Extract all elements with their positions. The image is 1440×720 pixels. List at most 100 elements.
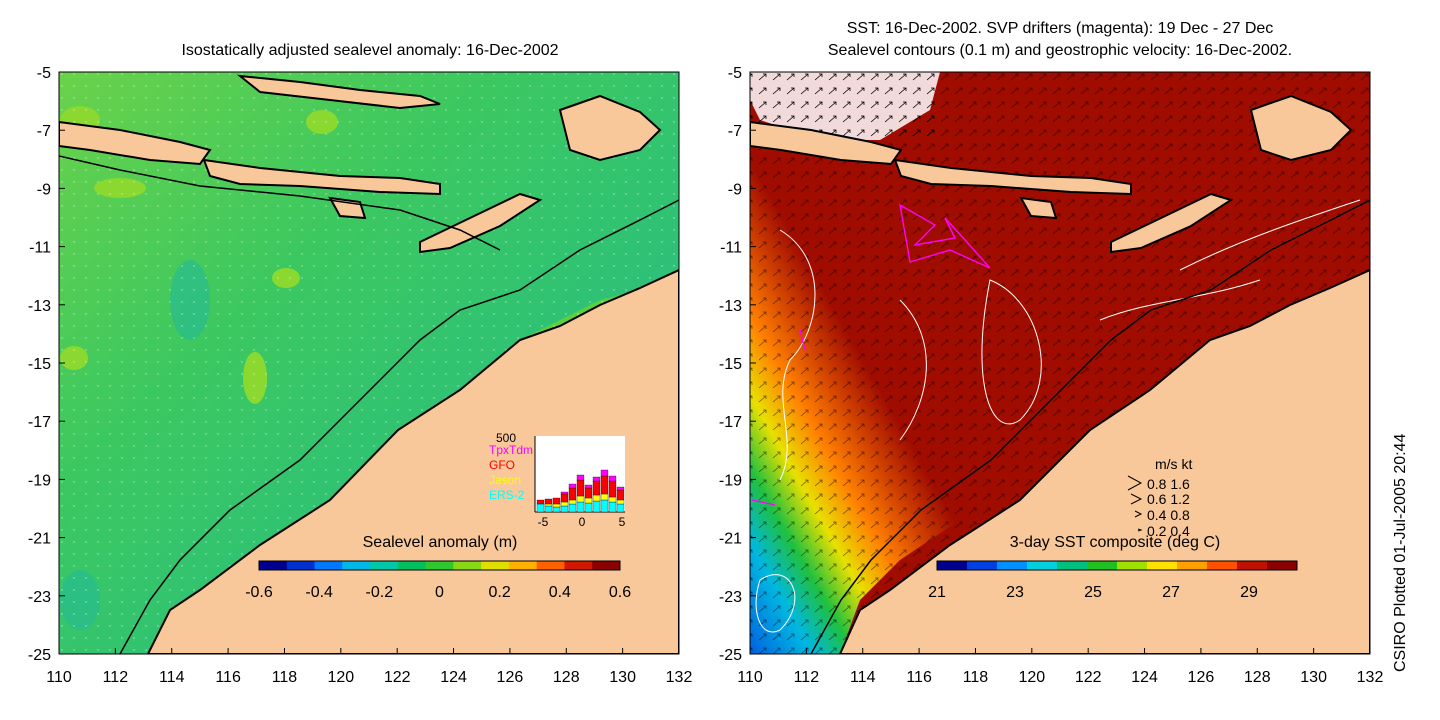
- inset-bar-segment: [584, 484, 593, 489]
- right-colorbar-swatch: [997, 561, 1028, 570]
- right-ytick-label: -23: [719, 589, 742, 606]
- inset-bar-segment: [592, 476, 601, 482]
- inset-bar-segment: [584, 487, 593, 499]
- inset-bar-segment: [568, 487, 577, 501]
- right-xtick-label: 120: [1018, 669, 1045, 686]
- left-ytick-label: -5: [37, 65, 51, 82]
- left-xtick-label: 130: [609, 669, 636, 686]
- right-colorbar-swatch: [1087, 561, 1118, 570]
- left-ytick-label: -21: [28, 531, 51, 548]
- legend-ers2: ERS-2: [489, 488, 525, 502]
- java-island: [59, 120, 212, 166]
- svp-drifter-track: [751, 499, 776, 506]
- sealevel-contour: [899, 299, 927, 441]
- legend-gfo: GFO: [489, 458, 515, 472]
- right-xtick-label: 128: [1244, 669, 1271, 686]
- right-axes: -5 -7 -9 -11 -13 -15 -17 -19 -21 -23 -25 110 112 114 1…: [719, 65, 1384, 686]
- right-ytick-label: -21: [719, 531, 742, 548]
- right-colorbar-tick: 23: [1006, 584, 1024, 601]
- nusa-tenggara-islands: [202, 158, 441, 196]
- left-xtick-label: 122: [384, 669, 411, 686]
- left-ytick-label: -15: [28, 356, 51, 373]
- right-colorbar-swatch: [1117, 561, 1148, 570]
- velocity-arrow-icon: [1130, 493, 1143, 505]
- left-colorbar-swatch: [453, 561, 482, 570]
- left-colorbar-swatch: [314, 561, 343, 570]
- left-colorbar-tick: 0.6: [609, 584, 631, 601]
- inset-bar-segment: [576, 501, 585, 513]
- left-colorbar-tick: -0.4: [305, 584, 333, 601]
- svp-drifter-track: [799, 329, 806, 351]
- velocity-legend-row: 0.6 1.2: [1147, 491, 1190, 507]
- right-colorbar: 21 23 25 27 29: [928, 560, 1298, 601]
- inset-bar-segment: [616, 499, 625, 505]
- left-xtick-label: 112: [103, 669, 129, 686]
- right-colorbar-swatch: [937, 561, 968, 570]
- right-colorbar-tick: 29: [1240, 584, 1258, 601]
- left-colorbar-swatch: [342, 561, 371, 570]
- left-ytick-label: -7: [37, 123, 51, 140]
- inset-bar-segment: [552, 497, 561, 505]
- legend-jason: Jason: [489, 473, 521, 487]
- left-xtick-label: 132: [666, 669, 693, 686]
- inset-bar-segment: [576, 479, 585, 497]
- inset-bar-segment: [568, 503, 577, 513]
- left-ytick-label: -17: [28, 414, 51, 431]
- left-colorbar-swatch: [370, 561, 399, 570]
- velocity-arrow-icon: [1134, 510, 1143, 518]
- inset-bar-segment: [536, 499, 545, 505]
- right-colorbar-swatch: [1207, 561, 1238, 570]
- left-ytick-label: -9: [37, 181, 51, 198]
- inset-bar-segment: [576, 474, 585, 481]
- inset-bar-segment: [568, 499, 577, 505]
- left-xtick-label: 114: [159, 669, 185, 686]
- sealevel-contour: [755, 574, 796, 633]
- inset-bar-segment: [608, 496, 617, 503]
- inset-xtick: -5: [538, 515, 549, 529]
- right-xtick-label: 126: [1188, 669, 1215, 686]
- inset-bar-segment: [608, 475, 617, 482]
- sulawesi-south: [236, 74, 441, 110]
- shelf-contour: [810, 199, 1370, 654]
- sealevel-contour: [981, 279, 1042, 425]
- inset-bar-segment: [552, 503, 561, 508]
- right-ytick-label: -25: [719, 647, 742, 664]
- right-colorbar-swatch: [1027, 561, 1058, 570]
- right-map: [750, 72, 1370, 654]
- tanimbar-islands: [558, 94, 662, 162]
- right-panel-title-line1: SST: 16-Dec-2002. SVP drifters (magenta)…: [846, 20, 1274, 37]
- left-panel-title: Isostatically adjusted sealevel anomaly:…: [181, 42, 559, 59]
- left-colorbar-swatch: [481, 561, 510, 570]
- timor-island: [1110, 192, 1234, 254]
- tanimbar-islands: [1249, 94, 1353, 162]
- inset-bar-segment: [584, 497, 593, 504]
- left-xtick-label: 116: [215, 669, 241, 686]
- left-colorbar-swatch: [425, 561, 454, 570]
- left-xtick-label: 110: [46, 669, 72, 686]
- left-xtick-label: 120: [327, 669, 354, 686]
- velocity-legend-header: m/s kt: [1155, 456, 1192, 472]
- right-xtick-label: 110: [737, 669, 763, 686]
- right-xtick-label: 132: [1357, 669, 1384, 686]
- java-island: [750, 120, 903, 166]
- shelf-contour: [119, 199, 679, 654]
- left-colorbar: -0.6 -0.4 -0.2 0 0.2 0.4 0.6: [245, 560, 631, 601]
- inset-bar-segment: [592, 480, 601, 496]
- right-ytick-label: -5: [728, 65, 742, 82]
- inset-bar-segment: [592, 500, 601, 513]
- inset-bar-segment: [576, 495, 585, 503]
- right-colorbar-swatch: [967, 561, 998, 570]
- australia-land: [838, 268, 1370, 654]
- svp-drifter-track: [899, 203, 991, 269]
- inset-bar-segment: [600, 469, 609, 477]
- right-panel-title-line2: Sealevel contours (0.1 m) and geostrophi…: [827, 42, 1293, 59]
- inset-bar-segment: [616, 486, 625, 491]
- left-ytick-label: -19: [28, 472, 51, 489]
- left-map: [59, 72, 679, 654]
- inset-bar-segment: [560, 493, 569, 503]
- left-colorbar-swatch: [508, 561, 538, 570]
- right-xtick-label: 130: [1300, 669, 1327, 686]
- left-colorbar-swatch: [286, 561, 316, 570]
- right-colorbar-tick: 21: [928, 584, 946, 601]
- right-colorbar-tick: 25: [1084, 584, 1102, 601]
